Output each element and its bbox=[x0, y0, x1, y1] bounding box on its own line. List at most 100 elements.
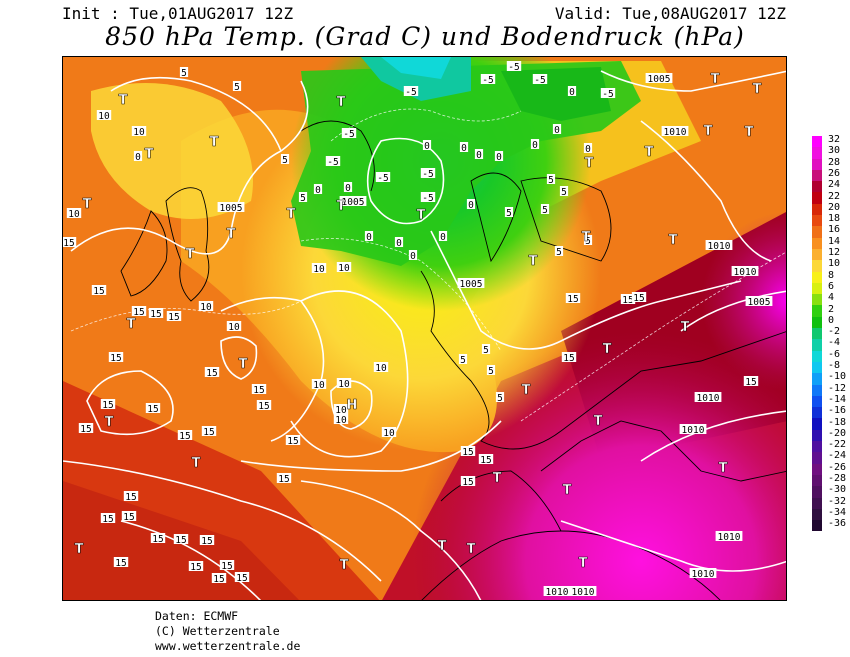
isobar-label: 1010 bbox=[543, 586, 571, 598]
credit-copyright: (C) Wetterzentrale bbox=[155, 624, 280, 638]
isobar-label: 1010 bbox=[661, 126, 689, 138]
temperature-label: 0 bbox=[343, 182, 353, 194]
legend-value: -22 bbox=[828, 439, 847, 451]
svg-text:0: 0 bbox=[532, 140, 538, 151]
temperature-label: 15 bbox=[188, 561, 204, 573]
svg-text:15: 15 bbox=[253, 385, 264, 396]
temperature-label: 15 bbox=[113, 557, 129, 569]
svg-text:1010: 1010 bbox=[572, 587, 595, 598]
svg-text:1010: 1010 bbox=[734, 267, 757, 278]
valid-time: Valid: Tue,08AUG2017 12Z bbox=[554, 4, 786, 23]
low-pressure-marker: T bbox=[594, 414, 603, 429]
svg-text:1005: 1005 bbox=[460, 279, 483, 290]
svg-text:5: 5 bbox=[542, 205, 548, 216]
legend-swatch bbox=[812, 429, 822, 442]
temperature-label: 15 bbox=[131, 306, 147, 318]
temperature-label: 15 bbox=[177, 430, 193, 442]
svg-text:15: 15 bbox=[133, 307, 144, 318]
temperature-label: 15 bbox=[251, 384, 267, 396]
temperature-label: 0 bbox=[466, 199, 476, 211]
legend-value: 10 bbox=[828, 258, 841, 270]
temperature-label: 10 bbox=[381, 427, 397, 439]
svg-text:15: 15 bbox=[63, 238, 74, 249]
svg-text:15: 15 bbox=[563, 353, 574, 364]
svg-text:15: 15 bbox=[175, 535, 186, 546]
isobar-label: 1010 bbox=[731, 266, 759, 278]
temperature-label: 10 bbox=[131, 126, 147, 138]
temperature-label: 15 bbox=[100, 513, 116, 525]
temperature-label: 15 bbox=[100, 399, 116, 411]
temperature-label: 5 bbox=[298, 192, 308, 204]
legend-swatch bbox=[812, 497, 822, 509]
svg-text:0: 0 bbox=[569, 87, 575, 98]
low-pressure-marker: T bbox=[563, 483, 572, 498]
credit-website: www.wetterzentrale.de bbox=[155, 639, 301, 653]
low-pressure-marker: T bbox=[681, 320, 690, 335]
high-pressure-marker: H bbox=[347, 398, 358, 413]
svg-text:0: 0 bbox=[135, 152, 141, 163]
temperature-label: 5 bbox=[179, 67, 189, 79]
temperature-label: 10 bbox=[311, 263, 327, 275]
legend-swatch bbox=[812, 407, 822, 419]
low-pressure-marker: T bbox=[340, 558, 349, 573]
isobar-label: 1010 bbox=[705, 240, 733, 252]
legend-value: -34 bbox=[828, 506, 847, 518]
temperature-label: 5 bbox=[540, 204, 550, 216]
svg-text:15: 15 bbox=[115, 558, 126, 569]
svg-text:-5: -5 bbox=[377, 173, 388, 184]
legend-swatch bbox=[812, 260, 822, 272]
legend-value: 14 bbox=[828, 235, 841, 247]
svg-text:0: 0 bbox=[554, 125, 560, 136]
low-pressure-marker: T bbox=[337, 95, 346, 110]
temperature-label: 5 bbox=[546, 174, 556, 186]
low-pressure-marker: T bbox=[753, 82, 762, 97]
isobar-label: 1005 bbox=[339, 196, 367, 208]
legend-swatch bbox=[812, 226, 822, 238]
legend-value: 8 bbox=[828, 269, 835, 281]
temperature-label: 10 bbox=[96, 110, 112, 122]
low-pressure-marker: T bbox=[337, 199, 346, 214]
svg-text:5: 5 bbox=[181, 68, 187, 79]
svg-text:15: 15 bbox=[287, 436, 298, 447]
temperature-label: 0 bbox=[567, 86, 577, 98]
legend-value: 32 bbox=[828, 134, 841, 145]
svg-text:15: 15 bbox=[123, 512, 134, 523]
legend-value: -4 bbox=[828, 337, 841, 349]
legend-swatch bbox=[812, 169, 822, 182]
temperature-legend: 32 30 28 26 24 22 20 18 16 14 12 10 8 6 4 2 0 -2 -4 -6 -8 -10… bbox=[812, 135, 846, 532]
low-pressure-marker: T bbox=[645, 145, 654, 160]
svg-text:10: 10 bbox=[228, 322, 240, 333]
temperature-label: 5 bbox=[481, 344, 491, 356]
svg-text:1010: 1010 bbox=[692, 569, 715, 580]
legend-value: -32 bbox=[828, 495, 847, 507]
svg-text:0: 0 bbox=[585, 144, 591, 155]
legend-value: -14 bbox=[828, 393, 847, 405]
low-pressure-marker: T bbox=[585, 156, 594, 171]
temperature-label: 0 bbox=[530, 139, 540, 151]
svg-text:10: 10 bbox=[313, 380, 325, 391]
temperature-label: -5 bbox=[375, 172, 391, 184]
temperature-label: -5 bbox=[403, 86, 419, 98]
low-pressure-marker: T bbox=[603, 342, 612, 357]
temperature-label: 15 bbox=[219, 560, 235, 572]
svg-text:15: 15 bbox=[152, 534, 163, 545]
legend-swatch bbox=[812, 192, 822, 204]
svg-text:5: 5 bbox=[548, 175, 554, 186]
legend-value: 16 bbox=[828, 224, 841, 236]
svg-text:10: 10 bbox=[383, 428, 395, 439]
legend-swatch bbox=[812, 452, 822, 464]
low-pressure-marker: T bbox=[438, 539, 447, 554]
temperature-label: 15 bbox=[63, 237, 77, 249]
legend-value: 24 bbox=[828, 179, 841, 191]
svg-text:1005: 1005 bbox=[748, 297, 771, 308]
svg-text:15: 15 bbox=[462, 447, 473, 458]
low-pressure-marker: T bbox=[239, 357, 248, 372]
low-pressure-marker: T bbox=[287, 207, 296, 222]
legend-swatch bbox=[812, 147, 822, 159]
temperature-label: 15 bbox=[204, 367, 220, 379]
temperature-label: 0 bbox=[313, 184, 323, 196]
legend-value: -36 bbox=[828, 518, 847, 530]
legend-value: 28 bbox=[828, 156, 841, 168]
svg-text:5: 5 bbox=[483, 345, 489, 356]
